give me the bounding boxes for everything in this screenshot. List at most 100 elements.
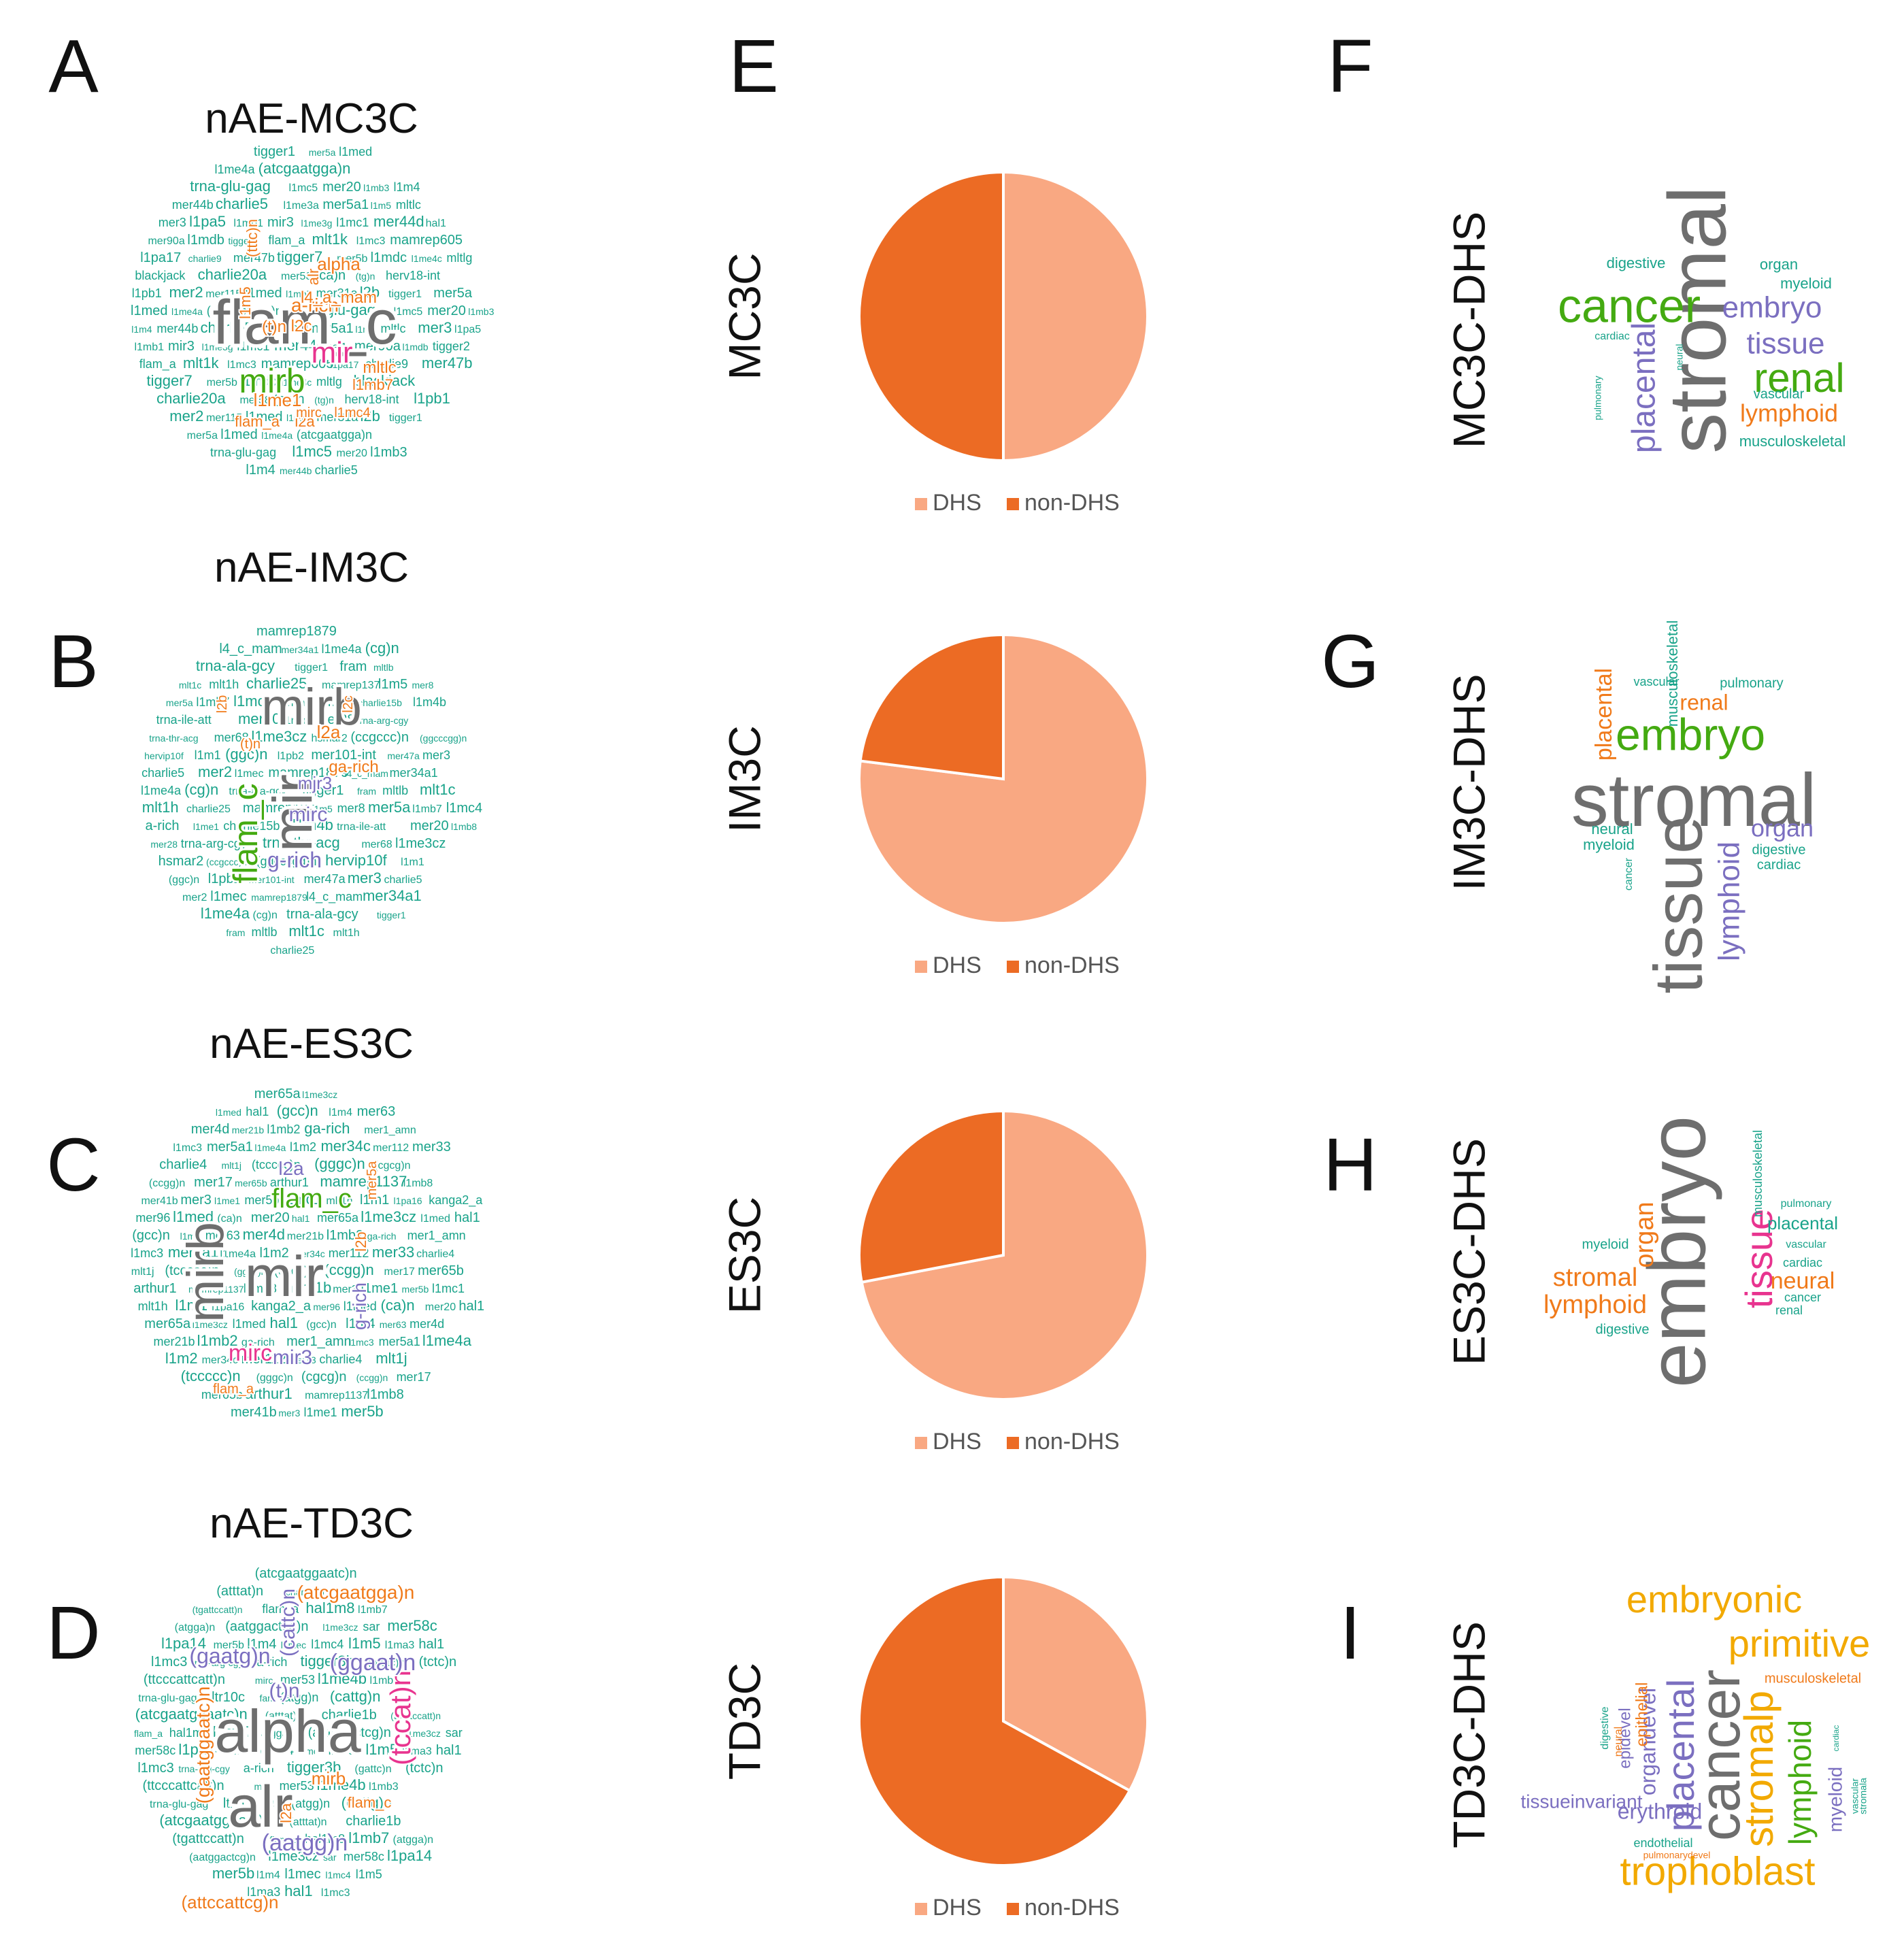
pie-ylabel: MC3C (719, 252, 769, 380)
cloud-word-placental: placental (1591, 668, 1617, 761)
cloud-word-l1m2: l1m2 (165, 1350, 198, 1367)
cloud-word-trna-ala-gcy: trna-ala-gcy (286, 907, 358, 922)
cloud-word-flam-c: flam_c (348, 1794, 392, 1811)
cloud-word-tigger7: tigger7 (146, 372, 192, 389)
cloud-word-ccgccc-n: (ccgccc)n (206, 857, 247, 867)
legend-swatch-dhs (915, 961, 927, 973)
cloud-word-mir: mir (262, 774, 324, 852)
cloud-word-mer17: mer17 (397, 1370, 431, 1384)
cloud-word-mer5b: mer5b (337, 253, 367, 265)
cloud-word-placental: placental (1659, 1679, 1702, 1831)
cloud-word-vascular: vascular (1786, 1239, 1826, 1250)
cloud-word-l1mb3: l1mb3 (370, 445, 407, 460)
cloud-word-l1m5: l1m5 (365, 1741, 398, 1758)
cloud-word-mamrep605: mamrep605 (261, 356, 334, 371)
cloud-word-l1mc5: l1mc5 (394, 306, 423, 318)
wordcloud-ylabel: TD3C-DHS (1443, 1621, 1494, 1848)
cloud-word-ggc-n: (ggc)n (169, 874, 199, 886)
cloud-word-mer20: mer20 (410, 818, 449, 833)
cloud-word-ltr10c: ltr10c (212, 1690, 245, 1705)
cloud-word-cancer: cancer (1623, 857, 1635, 891)
cloud-word-t-n: (t)n (240, 737, 261, 752)
cloud-word-mer17: mer17 (194, 1175, 233, 1190)
cloud-word-fam: fam (259, 1693, 275, 1704)
cloud-word-hal1: hal1 (284, 1882, 313, 1899)
cloud-word-mamrep1879: mamrep1879 (256, 624, 337, 639)
cloud-word-mirc: mirc (255, 1675, 273, 1686)
cloud-word-l1pb2: l1pb2 (208, 871, 241, 886)
cloud-word-renal: renal (1754, 355, 1844, 401)
cloud-word-l1pa5: l1pa5 (189, 213, 226, 230)
cloud-word-l1me1: l1me1 (193, 821, 219, 832)
cloud-word-mer5b: mer5b (402, 1284, 429, 1295)
cloud-word-gattc-n: (gattc)n (368, 1657, 405, 1669)
cloud-word-ggcccgg-n: (ggcccgg)n (420, 733, 467, 744)
cloud-word-mer17: mer17 (384, 1266, 415, 1278)
cloud-word-mer1-amn: mer1_amn (364, 1125, 416, 1136)
cloud-word-vascular: vascular (1754, 386, 1805, 401)
cloud-word-herv18-int: herv18-int (344, 393, 399, 406)
cloud-word-l1m4: l1m4 (265, 1743, 294, 1758)
cloud-word-hal1: hal1 (436, 1743, 462, 1758)
cloud-word-mlt1h: mlt1h (138, 1299, 168, 1313)
legend-label-non-dhs: non-DHS (1024, 1429, 1120, 1455)
cloud-word-mer5a1: mer5a1 (307, 321, 354, 336)
cloud-word-mer3: mer3 (348, 869, 382, 886)
cloud-word-tccccc-n: (tccccc)n (181, 1367, 241, 1384)
pie-slice-non-dhs (858, 1575, 1132, 1867)
cloud-word-organ: organ (1760, 256, 1798, 273)
cloud-word-blackjack: blackjack (135, 269, 186, 282)
cloud-word-mer33: mer33 (372, 1244, 414, 1261)
legend-swatch-non-dhs (1007, 498, 1019, 510)
cloud-word-l1mb8: l1mb8 (451, 821, 477, 832)
cloud-word-a-rich: a-rich (244, 1761, 274, 1775)
pie-slice-dhs (858, 633, 1149, 925)
cloud-word-l1me4b: l1me4b (318, 1670, 367, 1687)
cloud-word-mer65a: mer65a (317, 1211, 359, 1225)
cloud-word-l1me1: l1me1 (317, 695, 354, 710)
cloud-word-mer47a: mer47a (387, 750, 420, 761)
wordcloud-title: nAE-TD3C (210, 1500, 414, 1547)
cloud-word-cgcg-n: (cgcg)n (374, 1160, 410, 1172)
cloud-word-arthur1: arthur1 (270, 1176, 309, 1189)
cloud-word-ttcccattcatt-n: (ttcccattcatt)n (144, 1672, 225, 1687)
cloud-word-hervip10f: hervip10f (325, 852, 387, 869)
cloud-word-mer3: mer3 (278, 1408, 300, 1418)
cloud-word-mer4d: mer4d (243, 1226, 285, 1243)
cloud-word-atcgaatggaatc-n: (atcgaatggaatc)n (255, 1566, 357, 1581)
cloud-word-mirc: mirc (254, 1781, 272, 1792)
cloud-word-flam-a: flam_a (262, 1602, 299, 1616)
cloud-word-flam-a: flam_a (269, 1834, 298, 1845)
cloud-word-mer20: mer20 (238, 710, 280, 727)
cloud-word-a-rich: a-rich (278, 697, 305, 709)
cloud-word-l1mb3: l1mb3 (468, 306, 494, 317)
cloud-word-primitive: primitive (1728, 1622, 1870, 1665)
cloud-word-l1ma3: l1ma3 (402, 1746, 432, 1757)
cloud-word-l1med: l1med (216, 1107, 241, 1118)
cloud-word-l1m4: l1m4 (247, 1637, 276, 1652)
cloud-word-pulmonary: pulmonary (1781, 1198, 1832, 1210)
cloud-word-l4-c-mam: l4_c_mam (219, 642, 282, 657)
cloud-word-mer33: mer33 (412, 1140, 451, 1155)
cloud-word-alpha: alpha (214, 1697, 361, 1765)
cloud-word-digestive: digestive (1752, 842, 1806, 857)
cloud-word-l1m5: l1m5 (356, 1867, 382, 1881)
cloud-word-mlt1h: mlt1h (326, 1195, 352, 1207)
cloud-word-tctc-n: (tctc)n (405, 1761, 444, 1776)
cloud-word-atgga-n: (atgga)n (393, 1834, 433, 1846)
cloud-word-l1mb8: l1mb8 (282, 715, 312, 727)
cloud-word-mer4d: mer4d (410, 1317, 444, 1331)
cloud-word-l1m1: l1m1 (401, 857, 424, 868)
cloud-word-mlt1c: mlt1c (288, 923, 324, 940)
cloud-word-a-rich: a-rich (146, 818, 180, 833)
cloud-word-mer65b: mer65b (201, 1388, 243, 1401)
cloud-word-mlt1c: mlt1c (420, 781, 456, 798)
cloud-word-charlie5: charlie5 (201, 319, 253, 336)
cloud-word-l1pb1: l1pb1 (414, 390, 450, 407)
cloud-word-vascular: vascular (1850, 1778, 1860, 1814)
cloud-word-mer31a: mer31a (316, 410, 358, 424)
cloud-word-l1mc4: l1mc4 (311, 1638, 344, 1651)
cloud-word-mer5b: mer5b (244, 1193, 279, 1207)
cloud-word-l1pa17: l1pa17 (140, 250, 181, 265)
